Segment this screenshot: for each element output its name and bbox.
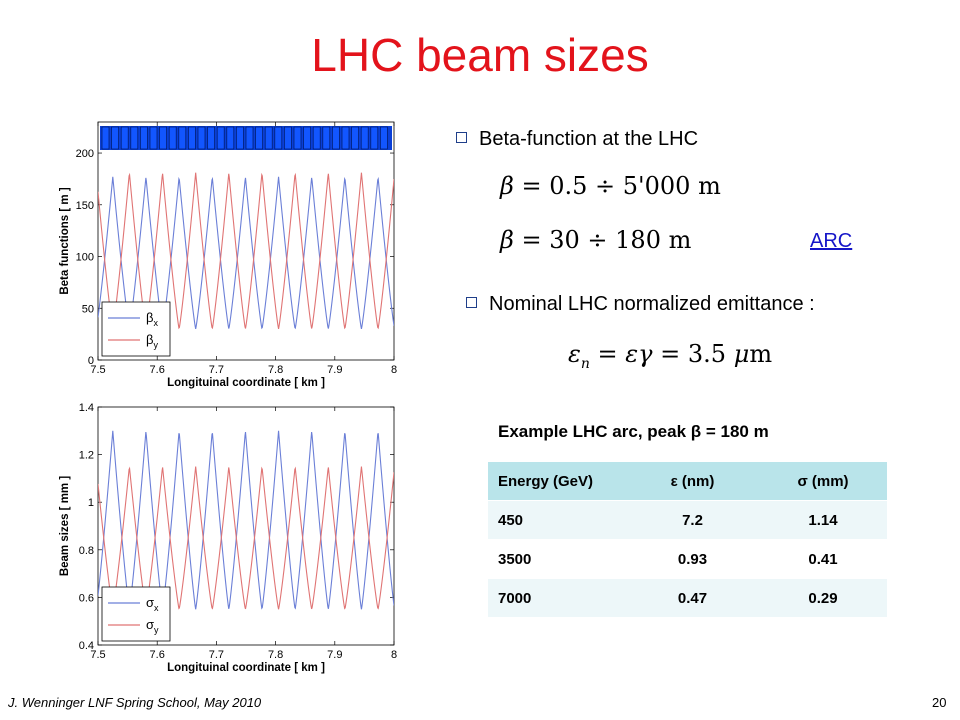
magnet-block [178, 126, 187, 150]
table-header-row: Energy (GeV) ε (nm) σ (mm) [488, 462, 887, 501]
table-cell: 0.29 [759, 578, 887, 618]
magnet-block [274, 126, 283, 150]
y-tick-label: 1.4 [79, 402, 94, 414]
y-tick-label: 50 [82, 303, 94, 315]
magnet-block [140, 126, 148, 150]
x-axis-label: Longituinal coordinate [ km ] [167, 377, 325, 389]
magnet-block [207, 126, 215, 150]
beam-size-chart: 7.5 7.6 7.7 7.8 7.9 8 0.4 0.6 0.8 1 1.2 1.4 Longitui… [59, 402, 397, 674]
magnet-block [159, 126, 167, 150]
x-tick-label: 7.6 [150, 364, 165, 376]
magnet-block [322, 126, 331, 150]
magnet-block [216, 126, 225, 150]
x-axis-label: Longituinal coordinate [ km ] [167, 662, 325, 674]
legend-box [101, 301, 171, 357]
table-header-emittance: ε (nm) [626, 462, 759, 501]
table-cell: 0.47 [626, 578, 759, 618]
table-cell: 1.14 [759, 500, 887, 540]
legend-label: βy [146, 332, 158, 350]
magnet-block [130, 126, 139, 150]
table-cell: 3500 [488, 539, 626, 579]
magnet-block [149, 126, 158, 150]
magnet-block [370, 126, 379, 150]
magnet-block [380, 126, 388, 150]
magnet-block [312, 126, 321, 150]
y-tick-label: 0 [88, 355, 94, 367]
table-header-energy: Energy (GeV) [488, 462, 626, 501]
series-line-x [98, 430, 394, 610]
y-tick-label: 150 [76, 200, 94, 212]
magnet-block [236, 126, 244, 150]
table-cell: 0.93 [626, 539, 759, 579]
bullet-emittance-text: Nominal LHC normalized emittance : [489, 293, 815, 315]
magnet-block [303, 126, 311, 150]
y-tick-label: 0.8 [79, 545, 94, 557]
equation-beta-range: β = 0.5 ÷ 5'000 m [500, 172, 721, 200]
x-tick-label: 7.8 [268, 649, 283, 661]
magnet-block [293, 126, 302, 150]
x-tick-label: 8 [391, 649, 397, 661]
magnet-block [197, 126, 206, 150]
magnet-block [111, 126, 119, 150]
y-tick-label: 200 [76, 148, 94, 160]
magnet-block [255, 126, 263, 150]
x-tick-label: 7.7 [209, 649, 224, 661]
equation-emittance: εn = εγ = 3.5 μm [568, 340, 773, 372]
beta-function-chart: 7.5 7.6 7.7 7.8 7.9 8 0 50 100 150 200 Longituinal … [59, 121, 397, 389]
table-row: 450 7.2 1.14 [488, 500, 887, 540]
x-tick-label: 7.5 [90, 364, 105, 376]
magnet-block [351, 126, 359, 150]
magnet-block [245, 126, 254, 150]
y-tick-label: 1.2 [79, 450, 94, 462]
table-cell: 7000 [488, 578, 626, 618]
bullet-beta-text: Beta-function at the LHC [479, 128, 699, 150]
footer-credit: J. Wenninger LNF Spring School, May 2010 [8, 695, 262, 710]
magnet-block [101, 126, 110, 150]
magnet-block [226, 126, 235, 150]
x-tick-label: 7.6 [150, 649, 165, 661]
table-cell: 0.41 [759, 539, 887, 579]
legend-box [101, 586, 171, 642]
equation-beta-arc: β = 30 ÷ 180 m [500, 226, 692, 254]
legend-label: σy [146, 617, 159, 635]
magnet-block [284, 126, 292, 150]
x-tick-label: 7.9 [327, 649, 342, 661]
series-line-x [98, 176, 394, 330]
y-tick-label: 1 [88, 497, 94, 509]
table-cell: 7.2 [626, 500, 759, 540]
arc-link[interactable]: ARC [810, 230, 853, 252]
bullet-box-icon [456, 132, 467, 143]
bullet-beta: Beta-function at the LHC [456, 128, 698, 151]
y-tick-label: 0.4 [79, 640, 94, 652]
magnet-block [341, 126, 350, 150]
magnet-block [264, 126, 273, 150]
table-header-sigma: σ (mm) [759, 462, 887, 501]
magnet-block [360, 126, 369, 150]
table-cell: 450 [488, 500, 626, 540]
y-tick-label: 100 [76, 252, 94, 264]
bullet-box-icon [466, 297, 477, 308]
magnet-block [120, 126, 129, 150]
x-tick-label: 7.9 [327, 364, 342, 376]
legend-label: σx [146, 595, 159, 613]
magnet-block [168, 126, 177, 150]
y-axis-label: Beta functions [ m ] [59, 187, 71, 295]
bullet-emittance: Nominal LHC normalized emittance : [466, 293, 815, 316]
x-tick-label: 7.5 [90, 649, 105, 661]
x-tick-label: 8 [391, 364, 397, 376]
y-axis-label: Beam sizes [ mm ] [59, 476, 71, 577]
y-tick-label: 0.6 [79, 592, 94, 604]
legend-label: βx [146, 310, 158, 328]
table-row: 3500 0.93 0.41 [488, 539, 887, 579]
x-tick-label: 7.7 [209, 364, 224, 376]
slide-title: LHC beam sizes [311, 29, 649, 81]
beam-parameter-table: Energy (GeV) ε (nm) σ (mm) 450 7.2 1.14 … [488, 462, 887, 618]
x-tick-label: 7.8 [268, 364, 283, 376]
magnet-block [188, 126, 196, 150]
example-label: Example LHC arc, peak β = 180 m [498, 422, 769, 441]
magnet-block [332, 126, 340, 150]
page-number: 20 [932, 695, 947, 710]
table-row: 7000 0.47 0.29 [488, 578, 887, 618]
